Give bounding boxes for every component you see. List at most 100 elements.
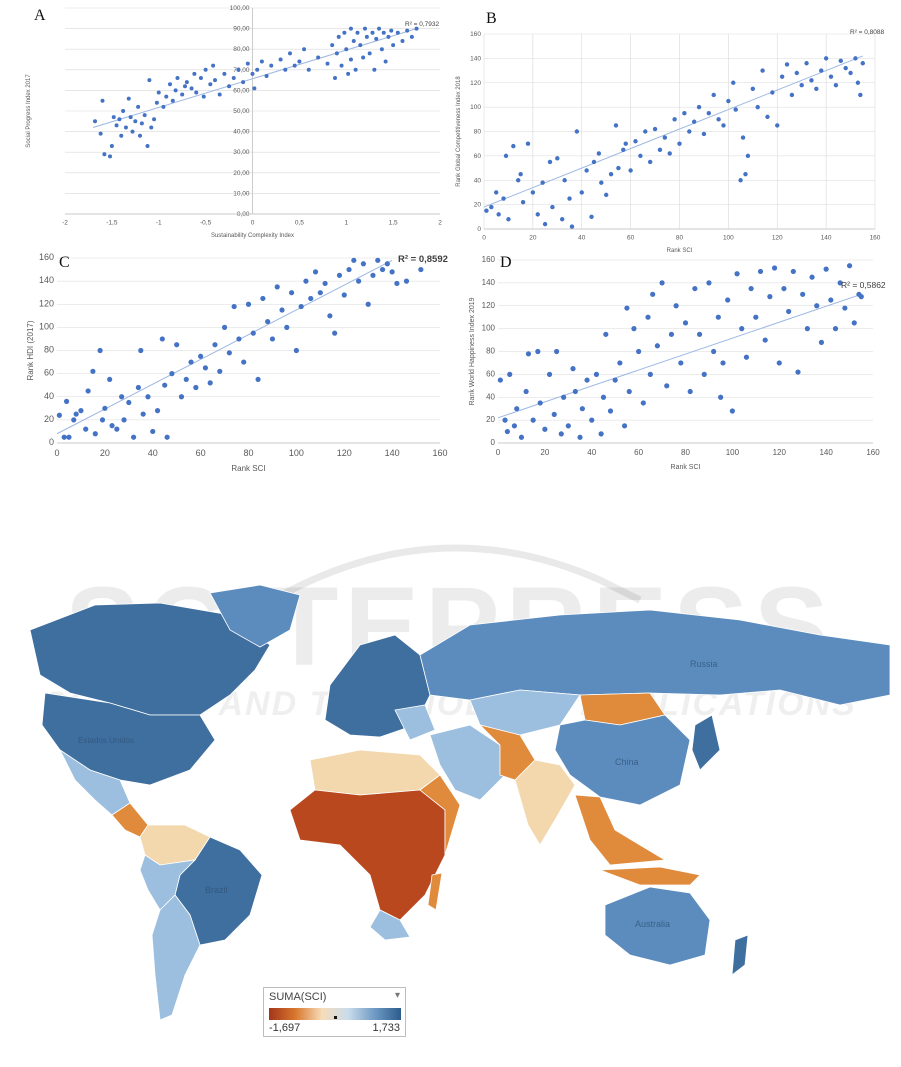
y-tick-label: 0 xyxy=(491,438,496,447)
data-point xyxy=(672,117,677,122)
data-point xyxy=(721,123,726,128)
data-point xyxy=(696,331,703,337)
data-point xyxy=(804,326,810,332)
data-point xyxy=(193,384,199,391)
y-tick-label: 120 xyxy=(39,298,54,308)
data-point xyxy=(154,100,159,105)
x-tick-label: -2 xyxy=(62,220,68,227)
map-country-greenland xyxy=(209,584,301,648)
data-point xyxy=(603,192,609,198)
data-point xyxy=(626,388,632,395)
data-point xyxy=(111,115,116,120)
data-point xyxy=(150,428,156,435)
data-point xyxy=(489,204,494,210)
data-point xyxy=(400,38,405,43)
data-point xyxy=(283,67,288,72)
x-tick-label: 2 xyxy=(438,220,442,227)
data-point xyxy=(616,165,621,171)
data-point xyxy=(848,70,853,76)
data-point xyxy=(706,280,712,286)
x-tick-label: 100 xyxy=(723,235,734,242)
data-point xyxy=(133,119,138,124)
data-point xyxy=(332,330,338,336)
data-point xyxy=(384,261,390,267)
x-tick-label: 120 xyxy=(773,448,787,457)
data-point xyxy=(770,90,775,95)
data-point xyxy=(145,144,150,149)
data-point xyxy=(599,180,604,185)
data-point xyxy=(579,190,584,195)
y-tick-label: 40 xyxy=(486,392,495,401)
data-point xyxy=(274,284,280,290)
data-point xyxy=(356,278,362,284)
data-point xyxy=(418,266,424,273)
data-point xyxy=(733,107,738,112)
data-point xyxy=(574,129,580,134)
data-point xyxy=(211,63,216,68)
data-point xyxy=(126,96,131,101)
data-point xyxy=(794,70,799,76)
panel-label-b: B xyxy=(486,10,497,27)
map-country-china xyxy=(554,714,691,806)
data-point xyxy=(612,377,618,383)
x-tick-label: 140 xyxy=(819,448,833,457)
legend-min-value: -1,697 xyxy=(269,1022,301,1034)
data-point xyxy=(838,58,843,64)
data-point xyxy=(682,320,689,326)
x-axis-title: Rank SCI xyxy=(667,248,693,254)
data-point xyxy=(109,144,114,149)
data-point xyxy=(370,30,375,35)
data-point xyxy=(355,30,360,35)
data-point xyxy=(624,305,630,311)
x-tick-label: 0 xyxy=(496,448,501,457)
data-point xyxy=(853,56,858,61)
data-point xyxy=(99,417,106,423)
data-point xyxy=(584,377,590,383)
data-point xyxy=(784,62,790,67)
data-point xyxy=(716,117,721,122)
data-point xyxy=(715,314,721,320)
data-point xyxy=(842,305,848,311)
data-point xyxy=(525,141,531,146)
data-point xyxy=(259,59,264,64)
data-point xyxy=(73,411,79,417)
data-point xyxy=(316,55,321,60)
trendline xyxy=(92,28,417,128)
data-point xyxy=(107,376,113,383)
data-point xyxy=(375,257,381,263)
data-point xyxy=(823,56,829,61)
trendline xyxy=(483,55,863,208)
data-point xyxy=(250,71,255,76)
map-country-usa xyxy=(41,692,216,786)
data-point xyxy=(364,34,369,39)
map-legend[interactable]: SUMA(SCI) ▾ -1,697 1,733 xyxy=(263,987,406,1037)
data-point xyxy=(201,94,206,99)
data-point xyxy=(212,342,218,348)
map-region-middle-east xyxy=(429,724,506,801)
data-point xyxy=(147,78,152,83)
data-point xyxy=(226,350,232,356)
data-point xyxy=(518,171,523,177)
data-point xyxy=(236,67,241,72)
data-point xyxy=(61,434,67,440)
x-tick-label: 1,5 xyxy=(389,220,398,227)
data-point xyxy=(83,426,89,432)
data-point xyxy=(71,417,77,423)
x-tick-label: 160 xyxy=(870,235,881,242)
data-point xyxy=(63,398,70,404)
data-point xyxy=(729,408,735,414)
x-tick-label: 40 xyxy=(148,448,158,458)
data-point xyxy=(260,295,266,302)
data-point xyxy=(351,38,356,43)
x-tick-label: 0 xyxy=(482,235,486,242)
y-tick-label: 0 xyxy=(49,437,54,447)
x-tick-label: 80 xyxy=(243,448,253,458)
data-point xyxy=(97,347,103,354)
y-tick-label: 90,00 xyxy=(233,26,250,33)
chart-panel-a: 0,00 10,00 20,00 30,00 40,00 50,00 60,00 70,00 8… xyxy=(20,4,450,244)
chevron-down-icon[interactable]: ▾ xyxy=(394,990,400,1001)
y-tick-label: 140 xyxy=(482,278,496,287)
data-point xyxy=(617,360,623,366)
data-point xyxy=(503,153,509,159)
x-tick-label: 160 xyxy=(866,448,880,457)
